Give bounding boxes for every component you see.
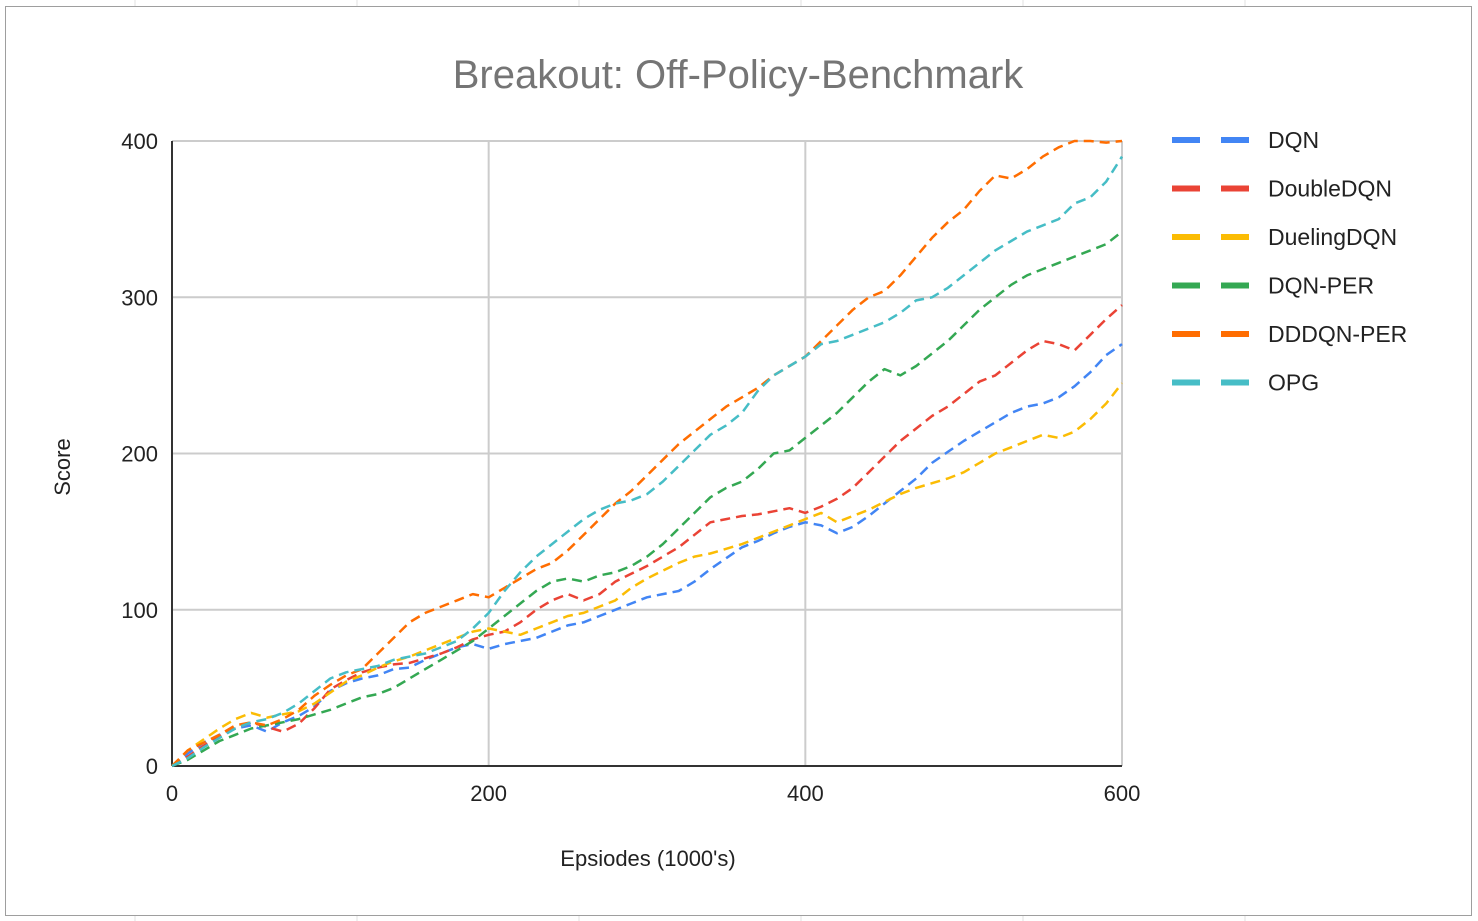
series-line-opg [171,155,1124,768]
legend-label: DQN-PER [1268,273,1374,299]
series-line-dddqn-per [171,139,1123,767]
x-tick-label: 600 [1104,781,1141,806]
legend-item[interactable]: DDDQN-PER [1172,321,1407,347]
gridlines [172,140,1123,766]
legend-item[interactable]: DQN [1172,127,1319,153]
x-axis-title: Epsiodes (1000's) [560,846,735,871]
x-tick-label: 400 [787,781,824,806]
legend-label: DuelingDQN [1268,224,1397,250]
legend[interactable]: DQN DoubleDQN DuelingDQN DQN-PER DDDQN-PER OP… [1172,127,1407,396]
legend-label: DQN [1268,127,1319,153]
tick-labels: 0 100 200 300 400 0 200 400 600 [121,129,1140,806]
chart-container[interactable] [5,6,1472,916]
legend-item[interactable]: DuelingDQN [1172,224,1397,250]
series-line-dqn-per [171,230,1123,768]
chart-title: Breakout: Off-Policy-Benchmark [453,53,1025,97]
legend-label: OPG [1268,370,1319,396]
y-tick-label: 200 [121,442,158,467]
x-tick-label: 0 [166,781,178,806]
y-tick-label: 100 [121,598,158,623]
legend-item[interactable]: DQN-PER [1172,273,1374,299]
axes [171,141,1122,767]
y-axis-title: Score [50,438,75,495]
series-line-dqn [171,343,1123,767]
x-tick-label: 200 [470,781,507,806]
legend-item[interactable]: OPG [1172,370,1319,396]
y-tick-label: 0 [146,754,158,779]
series-layer [171,139,1124,768]
legend-item[interactable]: DoubleDQN [1172,176,1392,202]
series-line-doubledqn [171,304,1123,768]
legend-label: DDDQN-PER [1268,321,1407,347]
y-tick-label: 300 [121,285,158,310]
y-tick-label: 400 [121,129,158,154]
series-line-duelingdqn [171,382,1123,767]
legend-label: DoubleDQN [1268,176,1392,202]
